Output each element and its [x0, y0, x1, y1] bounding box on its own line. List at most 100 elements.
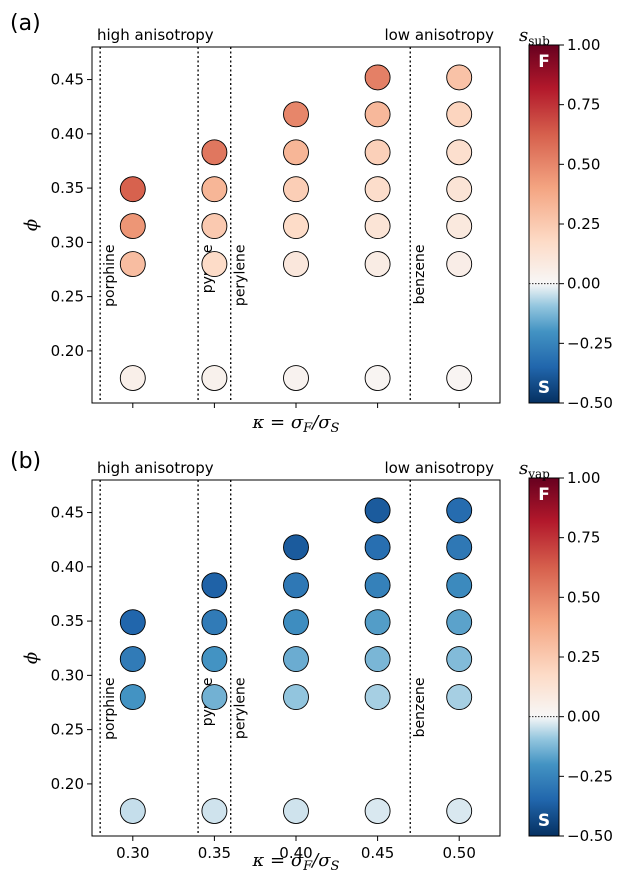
data-point: [447, 140, 472, 165]
molecule-label-perylene: perylene: [233, 678, 249, 740]
data-point: [202, 366, 227, 391]
data-point: [202, 573, 227, 598]
colorbar-tick-label: 0.75: [567, 529, 600, 547]
data-point: [447, 214, 472, 239]
data-point: [447, 252, 472, 277]
data-point: [284, 799, 309, 824]
data-point: [284, 610, 309, 635]
data-point: [120, 685, 145, 710]
data-point: [365, 498, 390, 523]
molecule-label-benzene: benzene: [412, 678, 428, 738]
y-tick-label: 0.25: [51, 288, 84, 306]
data-point: [365, 252, 390, 277]
data-point: [365, 140, 390, 165]
data-point: [202, 252, 227, 277]
data-point: [284, 214, 309, 239]
colorbar-tick-label: 0.00: [567, 708, 600, 726]
colorbar-letter-f: F: [538, 52, 550, 72]
y-tick-label: 0.20: [51, 775, 84, 793]
y-tick-label: 0.45: [51, 504, 84, 522]
data-point: [447, 65, 472, 90]
data-point: [447, 498, 472, 523]
colorbar-tick-label: 0.00: [567, 275, 600, 293]
data-point: [365, 799, 390, 824]
colorbar-tick-label: 0.25: [567, 215, 600, 233]
data-point: [284, 177, 309, 202]
colorbar-tick-label: 1.00: [567, 469, 600, 487]
data-point: [447, 685, 472, 710]
y-tick-label: 0.40: [51, 558, 84, 576]
data-point: [202, 799, 227, 824]
data-point: [447, 610, 472, 635]
data-point: [447, 177, 472, 202]
annotation-high-anisotropy: high anisotropy: [97, 459, 214, 477]
y-tick-label: 0.45: [51, 71, 84, 89]
colorbar-tick-label: −0.25: [567, 767, 613, 785]
annotation-low-anisotropy: low anisotropy: [384, 459, 494, 477]
data-point: [120, 214, 145, 239]
data-point: [365, 610, 390, 635]
colorbar-letter-f: F: [538, 485, 550, 505]
data-point: [120, 177, 145, 202]
panel-label: (b): [10, 449, 41, 474]
data-point: [365, 214, 390, 239]
colorbar-tick-label: −0.25: [567, 334, 613, 352]
x-tick-label: 0.50: [442, 844, 475, 862]
x-tick-label: 0.35: [198, 844, 231, 862]
x-tick-label: 0.30: [116, 844, 149, 862]
molecule-label-perylene: perylene: [233, 245, 249, 307]
y-tick-label: 0.35: [51, 612, 84, 630]
colorbar-tick-label: −0.50: [567, 827, 613, 845]
colorbar-letter-s: S: [538, 378, 550, 398]
y-tick-label: 0.30: [51, 666, 84, 684]
data-point: [365, 366, 390, 391]
colorbar-letter-s: S: [538, 811, 550, 831]
molecule-label-porphine: porphine: [102, 678, 118, 740]
colorbar-tick-label: 0.50: [567, 155, 600, 173]
colorbar-tick-label: 1.00: [567, 36, 600, 54]
y-tick-label: 0.40: [51, 125, 84, 143]
data-point: [284, 252, 309, 277]
data-point: [365, 177, 390, 202]
colorbar-label: ssub: [519, 25, 550, 48]
colorbar-tick-label: −0.50: [567, 394, 613, 412]
data-point: [202, 610, 227, 635]
data-point: [365, 65, 390, 90]
data-point: [120, 366, 145, 391]
data-point: [120, 647, 145, 672]
colorbar: [529, 478, 559, 836]
y-axis-label: ϕ: [21, 219, 42, 231]
data-point: [284, 535, 309, 560]
data-point: [120, 799, 145, 824]
molecule-label-benzene: benzene: [412, 245, 428, 305]
data-point: [447, 366, 472, 391]
data-point: [284, 647, 309, 672]
data-point: [447, 799, 472, 824]
data-point: [365, 102, 390, 127]
data-point: [365, 685, 390, 710]
data-point: [202, 140, 227, 165]
data-point: [202, 177, 227, 202]
data-point: [365, 647, 390, 672]
data-point: [120, 610, 145, 635]
colorbar-tick-label: 0.50: [567, 588, 600, 606]
colorbar-tick-label: 0.25: [567, 648, 600, 666]
data-point: [202, 647, 227, 672]
data-point: [447, 535, 472, 560]
data-point: [284, 366, 309, 391]
colorbar-label: svap: [519, 458, 550, 481]
data-point: [447, 573, 472, 598]
x-axis-label: κ = σF/σS: [252, 850, 340, 874]
colorbar-tick-label: 0.75: [567, 96, 600, 114]
annotation-low-anisotropy: low anisotropy: [384, 26, 494, 44]
data-point: [365, 535, 390, 560]
panels: (a)porphinepyreneperylenebenzenehigh ani…: [10, 11, 613, 874]
y-tick-label: 0.20: [51, 342, 84, 360]
data-point: [284, 102, 309, 127]
data-point: [447, 647, 472, 672]
y-tick-label: 0.35: [51, 179, 84, 197]
data-point: [202, 685, 227, 710]
y-axis-label: ϕ: [21, 652, 42, 664]
data-point: [120, 252, 145, 277]
